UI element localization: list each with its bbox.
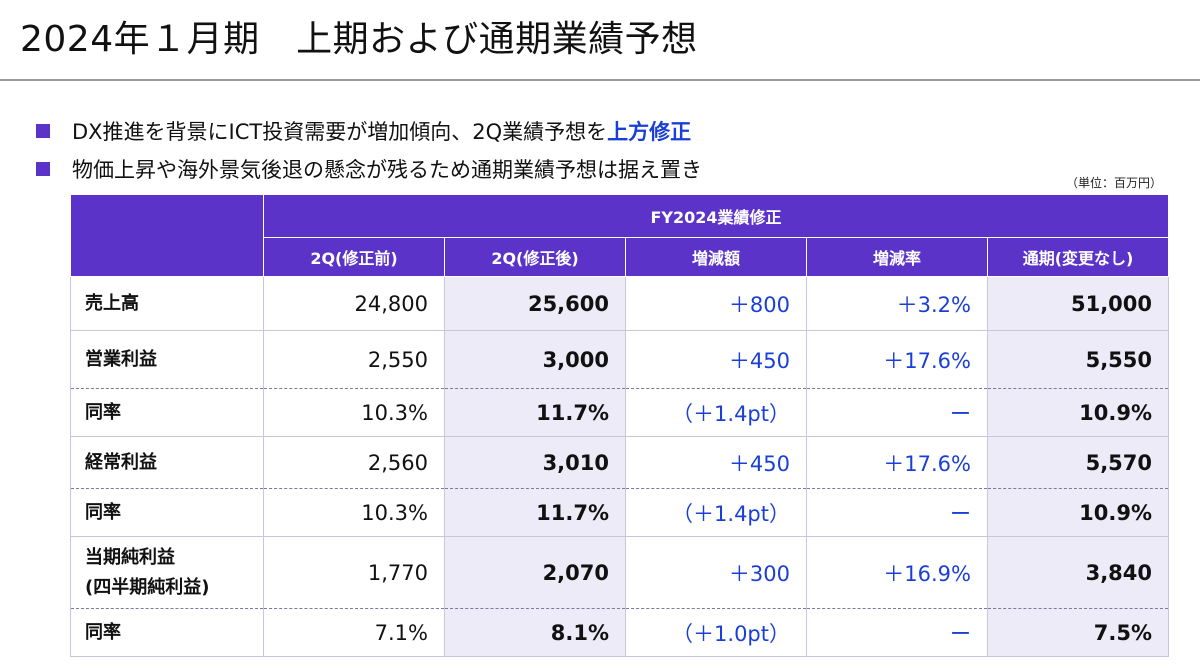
- table-cell: 7.5%: [986, 608, 1170, 657]
- row-label-text: 売上高: [85, 292, 139, 314]
- row-label-text: 同率: [85, 501, 121, 523]
- row-label-text: 当期純利益: [85, 546, 175, 568]
- row-label: 売上高: [70, 276, 264, 331]
- forecast-table: FY2024業績修正 2Q(修正前) 2Q(修正後) 増減額 増減率 通期(変更…: [70, 194, 1170, 657]
- row-label: 同率: [70, 608, 264, 657]
- column-header: 2Q(修正後): [444, 237, 626, 277]
- table-row: 同率 10.3% 11.7% （＋1.4pt）ー 10.9%: [70, 388, 1170, 437]
- table-cell: 24,800: [263, 276, 445, 331]
- table-row: 当期純利益 (四半期純利益) 1,770 2,070 ＋300 ＋16.9% 3,840: [70, 536, 1170, 609]
- title-divider: [0, 79, 1200, 81]
- table-cell: 11.7%: [444, 488, 626, 537]
- table-row: 経常利益 2,560 3,010 ＋450 ＋17.6% 5,570: [70, 436, 1170, 489]
- page-title: 2024年１月期 上期および通期業績予想: [20, 19, 698, 60]
- unit-note: （単位：百万円）: [1065, 176, 1162, 190]
- table-cell: 3,000: [444, 330, 626, 389]
- table-cell: 25,600: [444, 276, 626, 331]
- table-cell: ＋3.2%: [806, 276, 988, 331]
- bullet-item: DX推進を背景にICT投資需要が増加傾向、2Q業績予想を 上方修正: [36, 112, 702, 150]
- table-cell: 10.3%: [263, 388, 445, 437]
- table-cell: ＋450: [625, 330, 807, 389]
- row-label: 営業利益: [70, 330, 264, 389]
- table-cell: 1,770: [263, 536, 445, 609]
- table-cell: ー: [806, 488, 988, 537]
- table-cell: 10.3%: [263, 488, 445, 537]
- table-cell: 5,550: [986, 330, 1170, 389]
- square-bullet-icon: [36, 162, 50, 176]
- row-label-subtext: (四半期純利益): [85, 576, 210, 598]
- column-header: 増減額: [625, 237, 807, 277]
- table-cell: 7.1%: [263, 608, 445, 657]
- table-cell: ＋450: [625, 436, 807, 489]
- table-cell: 51,000: [986, 276, 1170, 331]
- square-bullet-icon: [36, 124, 50, 138]
- table-row: 同率 7.1% 8.1% （＋1.0pt）ー 7.5%: [70, 608, 1170, 657]
- row-label: 経常利益: [70, 436, 264, 489]
- table-corner: [70, 194, 264, 277]
- table-cell: 8.1%: [444, 608, 626, 657]
- row-label: 当期純利益 (四半期純利益): [70, 536, 264, 609]
- group-header: FY2024業績修正: [262, 194, 1170, 238]
- table-cell: 5,570: [986, 436, 1170, 489]
- table-cell: 10.9%: [986, 488, 1170, 537]
- row-label: 同率: [70, 388, 264, 437]
- table-row: 同率 10.3% 11.7% （＋1.4pt）ー 10.9%: [70, 488, 1170, 537]
- column-header: 2Q(修正前): [263, 237, 445, 277]
- table-cell: （＋1.0pt）: [625, 608, 807, 657]
- row-label-text: 同率: [85, 621, 121, 643]
- table-cell: 3,840: [986, 536, 1170, 609]
- row-label-text: 営業利益: [85, 348, 157, 370]
- table-cell: 10.9%: [986, 388, 1170, 437]
- table-cell: ＋17.6%: [806, 330, 988, 389]
- bullet-text: 物価上昇や海外景気後退の懸念が残るため通期業績予想は据え置き: [72, 158, 702, 182]
- table-cell: ＋17.6%: [806, 436, 988, 489]
- table-body: 売上高 24,800 25,600 ＋800 ＋3.2% 51,000 営業利益 2,550 3…: [70, 276, 1170, 657]
- bullet-item: 物価上昇や海外景気後退の懸念が残るため通期業績予想は据え置き: [36, 150, 702, 188]
- column-header: 通期(変更なし): [986, 237, 1170, 277]
- row-label-text: 同率: [85, 401, 121, 423]
- row-label-text: 経常利益: [85, 451, 157, 473]
- table-cell: 2,070: [444, 536, 626, 609]
- table-row: 営業利益 2,550 3,000 ＋450 ＋17.6% 5,550: [70, 330, 1170, 389]
- table-cell: 3,010: [444, 436, 626, 489]
- table-cell: 11.7%: [444, 388, 626, 437]
- table-cell: （＋1.4pt）: [625, 488, 807, 537]
- column-header: 増減率: [806, 237, 988, 277]
- table-cell: 2,550: [263, 330, 445, 389]
- table-row: 売上高 24,800 25,600 ＋800 ＋3.2% 51,000: [70, 276, 1170, 331]
- table-cell: 2,560: [263, 436, 445, 489]
- table-cell: ＋800: [625, 276, 807, 331]
- table-cell: ＋16.9%: [806, 536, 988, 609]
- bullet-list: DX推進を背景にICT投資需要が増加傾向、2Q業績予想を 上方修正 物価上昇や海外…: [36, 112, 702, 188]
- table-cell: ＋300: [625, 536, 807, 609]
- table-cell: （＋1.4pt）: [625, 388, 807, 437]
- row-label: 同率: [70, 488, 264, 537]
- table-cell: ー: [806, 388, 988, 437]
- bullet-highlight: 上方修正: [607, 120, 692, 144]
- bullet-text: DX推進を背景にICT投資需要が増加傾向、2Q業績予想を: [72, 120, 608, 144]
- table-cell: ー: [806, 608, 988, 657]
